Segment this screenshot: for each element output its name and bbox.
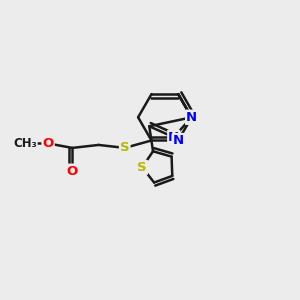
Text: O: O <box>67 165 78 178</box>
Text: N: N <box>173 134 184 147</box>
Text: O: O <box>42 137 54 150</box>
Text: N: N <box>186 111 197 124</box>
Text: N: N <box>186 111 197 124</box>
Text: S: S <box>120 141 130 154</box>
Text: S: S <box>137 161 147 174</box>
Text: N: N <box>168 131 179 144</box>
Text: CH₃: CH₃ <box>13 137 37 150</box>
